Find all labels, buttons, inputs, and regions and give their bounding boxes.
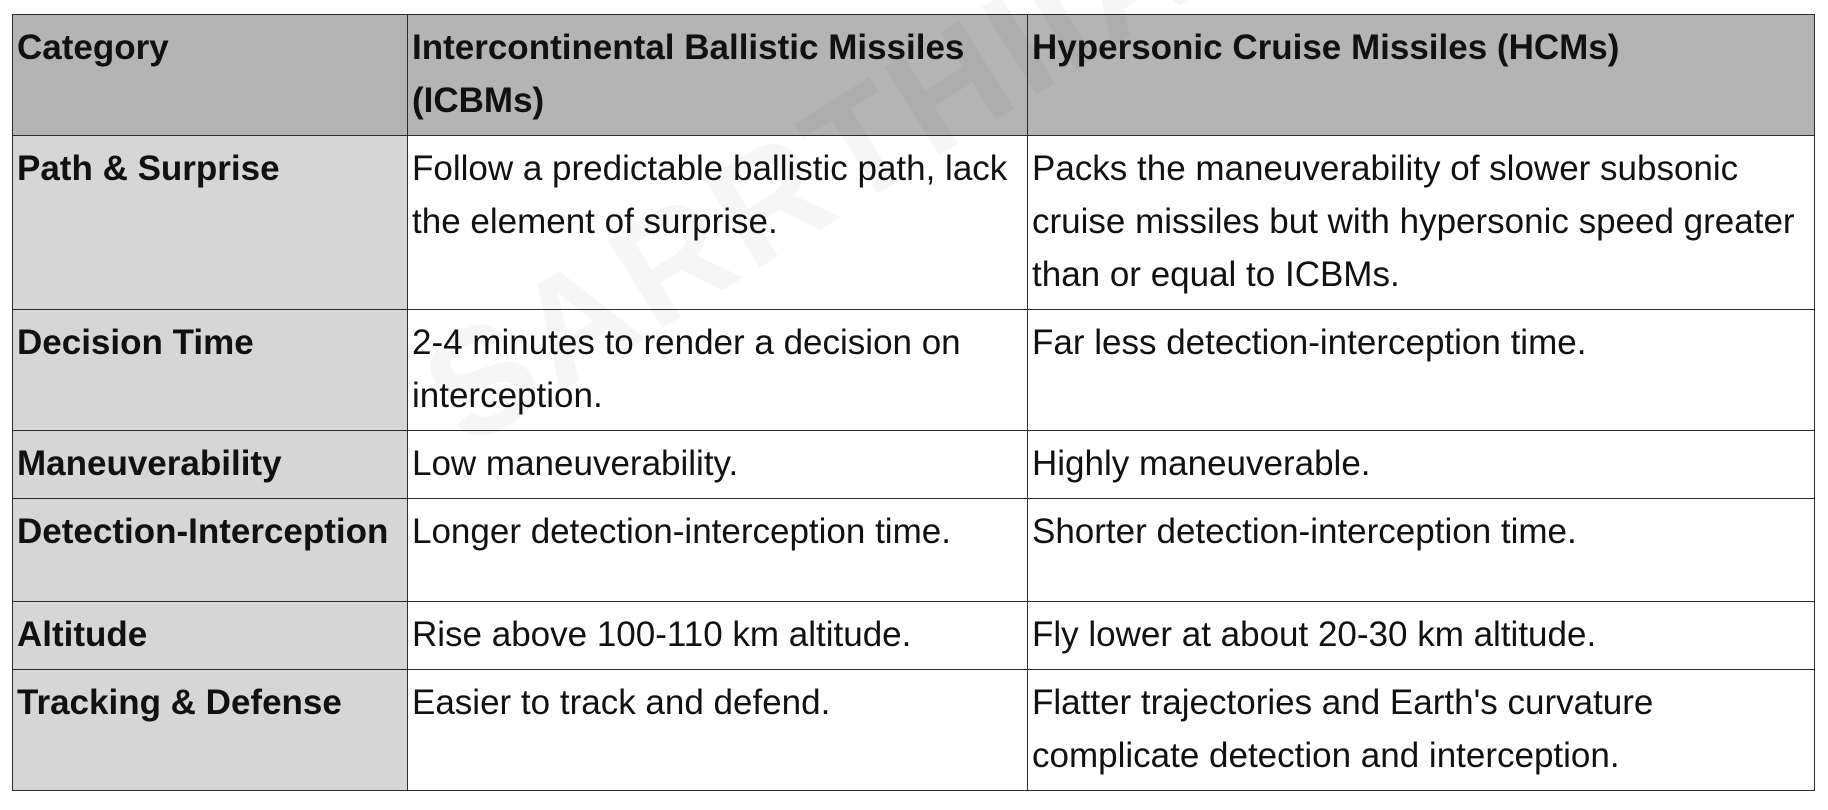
icbm-cell: Easier to track and defend. xyxy=(407,669,1028,791)
table-row: Altitude Rise above 100-110 km altitude.… xyxy=(12,601,1815,670)
header-category: Category xyxy=(12,14,408,136)
hcm-cell: Flatter trajectories and Earth's curvatu… xyxy=(1027,669,1815,791)
table-row: Maneuverability Low maneuverability. Hig… xyxy=(12,430,1815,499)
header-row: Category Intercontinental Ballistic Miss… xyxy=(12,14,1815,136)
hcm-cell: Far less detection-interception time. xyxy=(1027,309,1815,431)
table-row: Tracking & Defense Easier to track and d… xyxy=(12,669,1815,791)
hcm-cell: Shorter detection-interception time. xyxy=(1027,498,1815,602)
header-hcm: Hypersonic Cruise Missiles (HCMs) xyxy=(1027,14,1815,136)
category-cell: Path & Surprise xyxy=(12,135,408,310)
icbm-cell: Rise above 100-110 km altitude. xyxy=(407,601,1028,670)
category-cell: Detection-Interception xyxy=(12,498,408,602)
table-row: Detection-Interception Longer detection-… xyxy=(12,498,1815,602)
icbm-cell: Low maneuverability. xyxy=(407,430,1028,499)
hcm-cell: Packs the maneuverability of slower subs… xyxy=(1027,135,1815,310)
icbm-cell: Follow a predictable ballistic path, lac… xyxy=(407,135,1028,310)
icbm-cell: 2-4 minutes to render a decision on inte… xyxy=(407,309,1028,431)
table-row: Path & Surprise Follow a predictable bal… xyxy=(12,135,1815,310)
category-cell: Decision Time xyxy=(12,309,408,431)
category-cell: Maneuverability xyxy=(12,430,408,499)
hcm-cell: Highly maneuverable. xyxy=(1027,430,1815,499)
table-row: Decision Time 2-4 minutes to render a de… xyxy=(12,309,1815,431)
hcm-cell: Fly lower at about 20-30 km altitude. xyxy=(1027,601,1815,670)
icbm-cell: Longer detection-interception time. xyxy=(407,498,1028,602)
category-cell: Altitude xyxy=(12,601,408,670)
header-icbm: Intercontinental Ballistic Missiles (ICB… xyxy=(407,14,1028,136)
comparison-table: Category Intercontinental Ballistic Miss… xyxy=(12,14,1815,791)
category-cell: Tracking & Defense xyxy=(12,669,408,791)
